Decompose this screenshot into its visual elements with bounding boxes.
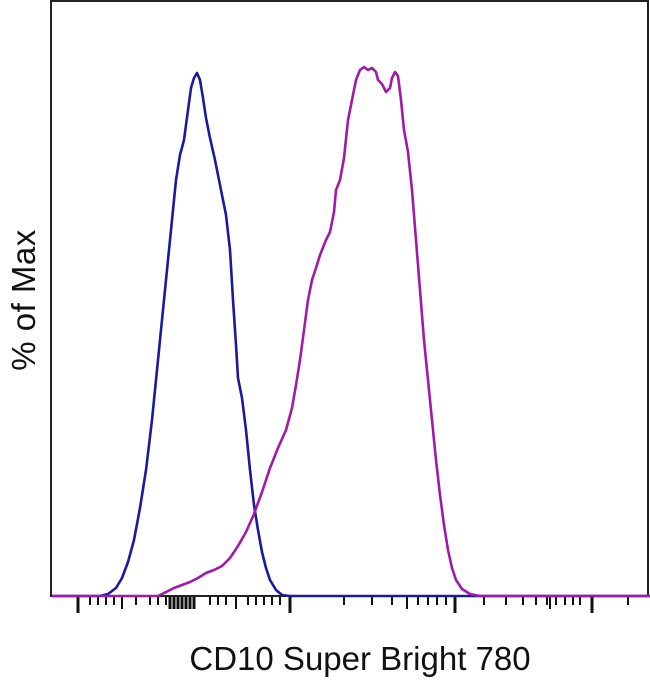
y-axis-title: % of Max: [5, 229, 43, 371]
histogram-curves: [52, 65, 650, 598]
plot-frame: [50, 0, 649, 597]
x-axis-label: CD10 Super Bright 780: [189, 640, 531, 677]
control-histogram-curve: [52, 71, 650, 598]
x-axis-ticks: [76, 597, 629, 613]
stained-histogram-curve: [52, 65, 650, 598]
y-axis-label: % of Max: [0, 0, 48, 600]
